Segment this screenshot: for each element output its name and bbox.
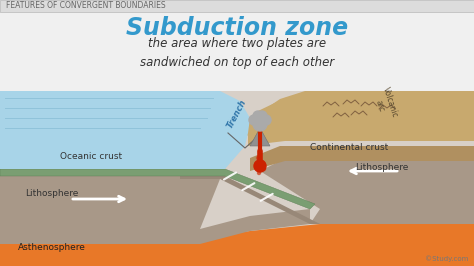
Polygon shape	[248, 91, 474, 146]
Polygon shape	[0, 176, 220, 229]
Circle shape	[257, 111, 267, 121]
Text: the area where two plates are
sandwiched on top of each other: the area where two plates are sandwiched…	[140, 37, 334, 69]
Text: Volcanic
arc: Volcanic arc	[371, 86, 399, 122]
Polygon shape	[180, 176, 320, 224]
Text: ©Study.com: ©Study.com	[425, 255, 468, 262]
Text: Lithosphere: Lithosphere	[355, 164, 409, 172]
Circle shape	[263, 168, 265, 171]
Polygon shape	[250, 146, 474, 171]
Circle shape	[253, 117, 267, 131]
Polygon shape	[245, 91, 474, 141]
FancyBboxPatch shape	[0, 0, 474, 12]
Circle shape	[261, 160, 264, 164]
Circle shape	[256, 156, 259, 160]
Circle shape	[261, 115, 271, 125]
FancyBboxPatch shape	[0, 91, 474, 266]
Polygon shape	[0, 209, 310, 244]
Polygon shape	[0, 169, 315, 209]
Text: Subduction zone: Subduction zone	[126, 16, 348, 40]
Text: Oceanic crust: Oceanic crust	[60, 152, 122, 161]
Text: Continental crust: Continental crust	[310, 143, 388, 152]
Circle shape	[249, 115, 259, 125]
Circle shape	[255, 164, 257, 168]
Circle shape	[253, 111, 263, 121]
Circle shape	[257, 172, 261, 174]
Polygon shape	[280, 146, 474, 161]
Polygon shape	[250, 128, 270, 146]
Polygon shape	[260, 161, 474, 224]
Polygon shape	[0, 91, 250, 169]
Text: FEATURES OF CONVERGENT BOUNDARIES: FEATURES OF CONVERGENT BOUNDARIES	[6, 2, 165, 10]
Polygon shape	[0, 224, 474, 266]
Text: Lithosphere: Lithosphere	[25, 189, 78, 197]
Text: Trench: Trench	[226, 98, 248, 130]
FancyBboxPatch shape	[0, 13, 474, 91]
Circle shape	[254, 160, 266, 172]
Text: Asthenosphere: Asthenosphere	[18, 243, 86, 252]
